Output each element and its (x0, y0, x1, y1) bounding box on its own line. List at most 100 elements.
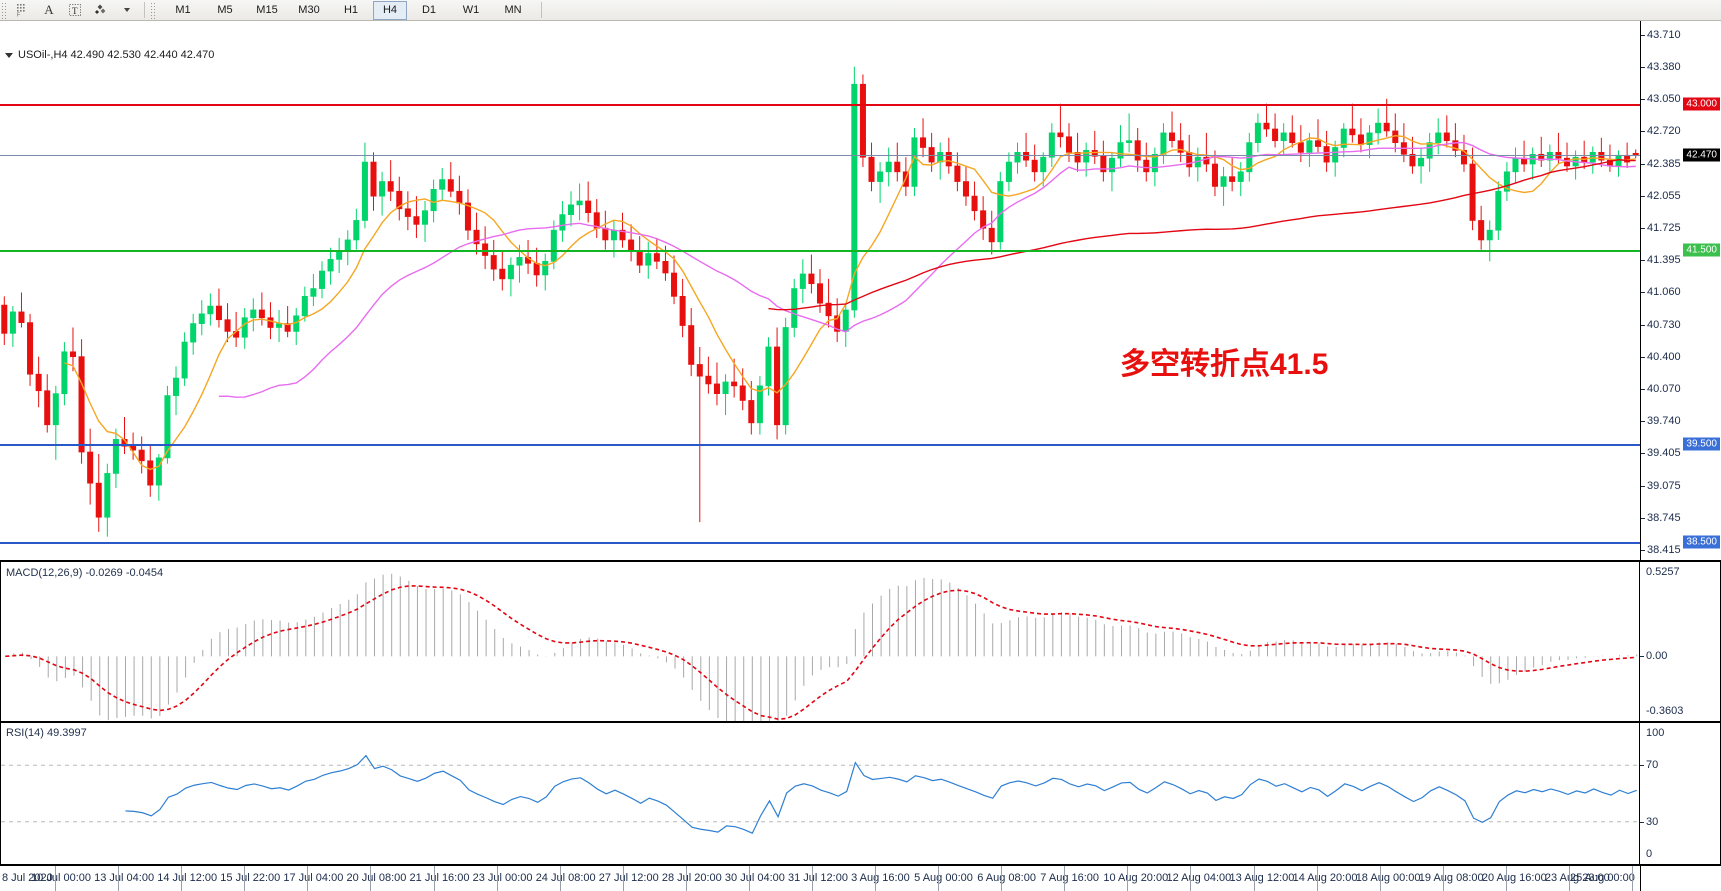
timeframe-h1[interactable]: H1 (343, 4, 359, 16)
timeframe-m30[interactable]: M30 (298, 4, 320, 16)
price-tick-label: 42.720 (1647, 124, 1681, 137)
timeframe-mn[interactable]: MN (504, 4, 522, 16)
time-axis-label: 23 Aug 23:00 (1544, 872, 1610, 884)
price-tickmark (1641, 98, 1645, 100)
dropdown-caret-icon[interactable] (114, 1, 140, 20)
rsi-graph (1, 754, 1639, 835)
price-tickmark (1641, 163, 1645, 165)
level-line-42.470[interactable] (0, 155, 1640, 157)
collapse-triangle-icon[interactable] (5, 52, 13, 58)
price-axis[interactable]: 43.710 43.380 43.050 42.720 42.385 42.055 41.7… (1640, 21, 1721, 560)
crosshair-icon[interactable]: F (10, 1, 36, 20)
current-price-tag: 42.470 (1683, 148, 1720, 162)
symbol-info-line[interactable]: USOil-,H4 42.490 42.530 42.440 42.470 (0, 48, 214, 62)
level-line-38.500[interactable] (0, 541, 1640, 544)
price-tickmark (1641, 485, 1645, 487)
price-tickmark (1641, 292, 1645, 294)
time-axis-separator (55, 866, 57, 891)
timeframe-m5[interactable]: M5 (217, 4, 233, 16)
price-tick-label: 41.395 (1647, 253, 1681, 266)
price-tick-label: 38.415 (1647, 543, 1681, 556)
time-axis-separator (496, 866, 498, 891)
price-tickmark (1641, 195, 1645, 197)
rsi-axis[interactable]: 100 70 30 0 (1639, 723, 1720, 864)
rsi-tick-label: 30 (1646, 815, 1659, 828)
text-a-icon[interactable]: A (44, 2, 54, 17)
macd-panel[interactable]: 0.5257 0.00 -0.3603 MACD(12,26,9) -0.0269 … (0, 561, 1721, 722)
time-axis-label: 31 Jul 12:00 (788, 872, 848, 884)
time-axis-label: 21 Jul 16:00 (409, 872, 470, 884)
time-axis-label: 23 Jul 00:00 (472, 872, 533, 884)
time-axis-label: 19 Aug 08:00 (1418, 872, 1484, 884)
time-axis-label: 14 Jul 12:00 (157, 872, 218, 884)
price-panel[interactable]: 43.710 43.380 43.050 42.720 42.385 42.055 41.7… (0, 21, 1721, 561)
level-line-39.500[interactable] (0, 444, 1640, 447)
rsi-tick-label: 70 (1646, 759, 1659, 772)
time-axis-separator (1568, 866, 1570, 891)
macd-tick-label: 0.00 (1646, 650, 1668, 663)
timeframe-w1[interactable]: W1 (462, 4, 480, 16)
time-axis-separator (559, 866, 561, 891)
rsi-tickmark (1640, 821, 1644, 823)
rsi-plot-area[interactable] (1, 723, 1639, 864)
timeframe-grip[interactable] (150, 1, 157, 19)
time-axis-label: 13 Aug 12:00 (1229, 872, 1295, 884)
timeframe-h4[interactable]: H4 (373, 0, 407, 20)
time-axis[interactable]: 8 Jul 2020 10 Jul 00:00 13 Jul 04:00 14 Jul… (0, 865, 1721, 891)
macd-graph (5, 573, 1638, 721)
price-tick-label: 40.730 (1647, 318, 1681, 331)
rsi-panel[interactable]: 100 70 30 0 RSI(14) 49.3997 (0, 722, 1721, 865)
price-tickmark (1641, 130, 1645, 132)
macd-tick-label: 0.5257 (1646, 566, 1680, 578)
rsi-tickmark (1640, 765, 1644, 767)
objects-icon[interactable] (88, 1, 114, 20)
price-tick-label: 43.380 (1647, 60, 1681, 73)
level-tag-39.500[interactable]: 39.500 (1683, 437, 1720, 451)
time-axis-separator (938, 866, 940, 891)
time-axis-separator (1379, 866, 1381, 891)
price-tick-label: 43.710 (1647, 28, 1681, 41)
level-tag-43.000[interactable]: 43.000 (1683, 97, 1720, 111)
time-axis-separator (1001, 866, 1003, 891)
time-axis-label: 6 Aug 08:00 (977, 872, 1036, 884)
macd-axis[interactable]: 0.5257 0.00 -0.3603 (1639, 562, 1720, 721)
macd-plot-area[interactable] (1, 562, 1639, 721)
time-axis-separator (1253, 866, 1255, 891)
macd-title: MACD(12,26,9) -0.0269 -0.0454 (6, 567, 164, 579)
macd-tick-label: -0.3603 (1646, 705, 1684, 717)
time-axis-label: 17 Jul 04:00 (283, 872, 344, 884)
rsi-title: RSI(14) 49.3997 (6, 727, 87, 739)
level-tag-38.500[interactable]: 38.500 (1683, 535, 1720, 549)
time-axis-separator (622, 866, 624, 891)
time-axis-separator (748, 866, 750, 891)
timeframe-d1[interactable]: D1 (421, 4, 437, 16)
time-axis-separator (244, 866, 246, 891)
timeframe-m15[interactable]: M15 (256, 4, 278, 16)
main-toolbar: F A T M1 M5 M15 M30 H1 H4 D1 W1 MN (0, 0, 1721, 21)
price-candles (1, 66, 1639, 537)
price-tickmark (1641, 324, 1645, 326)
svg-text:T: T (72, 6, 78, 16)
time-axis-label: 18 Aug 00:00 (1355, 872, 1421, 884)
time-axis-separator (433, 866, 435, 891)
level-line-41.500[interactable] (0, 249, 1640, 252)
price-tick-label: 41.725 (1647, 221, 1681, 234)
level-line-43.000[interactable] (0, 103, 1640, 106)
time-axis-label: 27 Jul 12:00 (598, 872, 659, 884)
price-tick-label: 39.740 (1647, 414, 1681, 427)
toolbar-grip[interactable] (1, 1, 8, 19)
toolbar-separator-2 (541, 2, 542, 18)
price-tickmark (1641, 34, 1645, 36)
time-axis-label: 5 Aug 00:00 (914, 872, 973, 884)
time-axis-label: 7 Aug 16:00 (1040, 872, 1100, 884)
level-tag-41.500[interactable]: 41.500 (1683, 243, 1720, 257)
text-label-icon[interactable]: T (62, 1, 88, 20)
symbol-info-text: USOil-,H4 42.490 42.530 42.440 42.470 (18, 49, 215, 61)
time-axis-label: 8 Jul 2020 (2, 872, 53, 884)
time-axis-separator (1632, 866, 1633, 891)
time-axis-separator (1316, 866, 1318, 891)
macd-tickmark (1640, 656, 1644, 658)
time-axis-label: 10 Jul 00:00 (31, 872, 91, 884)
price-plot-area[interactable] (0, 21, 1640, 560)
timeframe-m1[interactable]: M1 (175, 4, 191, 16)
